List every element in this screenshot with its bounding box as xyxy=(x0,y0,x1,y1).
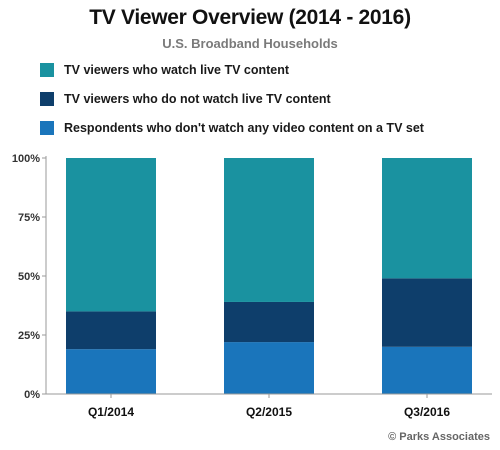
bar-segment xyxy=(382,158,472,279)
bar-segment xyxy=(224,301,314,343)
y-tick-label: 50% xyxy=(18,271,40,283)
legend-item-live-tv: TV viewers who watch live TV content xyxy=(40,62,424,78)
bar-segment xyxy=(382,278,472,347)
y-tick-label: 0% xyxy=(24,389,40,401)
legend-swatch-live-tv xyxy=(40,63,54,77)
bar-segment xyxy=(66,158,156,312)
legend-item-no-video: Respondents who don't watch any video co… xyxy=(40,120,424,136)
chart-legend: TV viewers who watch live TV content TV … xyxy=(40,62,424,149)
bar-segment xyxy=(382,346,472,394)
bar-segment xyxy=(66,349,156,394)
x-category-label: Q2/2015 xyxy=(246,405,292,419)
bar-segment xyxy=(66,311,156,350)
x-category-label: Q1/2014 xyxy=(88,405,134,419)
legend-item-no-live-tv: TV viewers who do not watch live TV cont… xyxy=(40,91,424,107)
legend-label-live-tv: TV viewers who watch live TV content xyxy=(64,63,290,77)
legend-label-no-video: Respondents who don't watch any video co… xyxy=(64,121,424,135)
bar-segment xyxy=(224,342,314,394)
bar-segment xyxy=(224,158,314,302)
legend-swatch-no-video xyxy=(40,121,54,135)
y-tick-label: 25% xyxy=(18,330,40,342)
x-category-label: Q3/2016 xyxy=(404,405,450,419)
chart-title: TV Viewer Overview (2014 - 2016) xyxy=(89,6,411,29)
y-tick-label: 100% xyxy=(12,153,40,165)
chart-subtitle: U.S. Broadband Households xyxy=(162,36,338,51)
legend-label-no-live-tv: TV viewers who do not watch live TV cont… xyxy=(64,92,331,106)
legend-swatch-no-live-tv xyxy=(40,92,54,106)
y-tick-label: 75% xyxy=(18,212,40,224)
source-credit: © Parks Associates xyxy=(388,431,490,443)
